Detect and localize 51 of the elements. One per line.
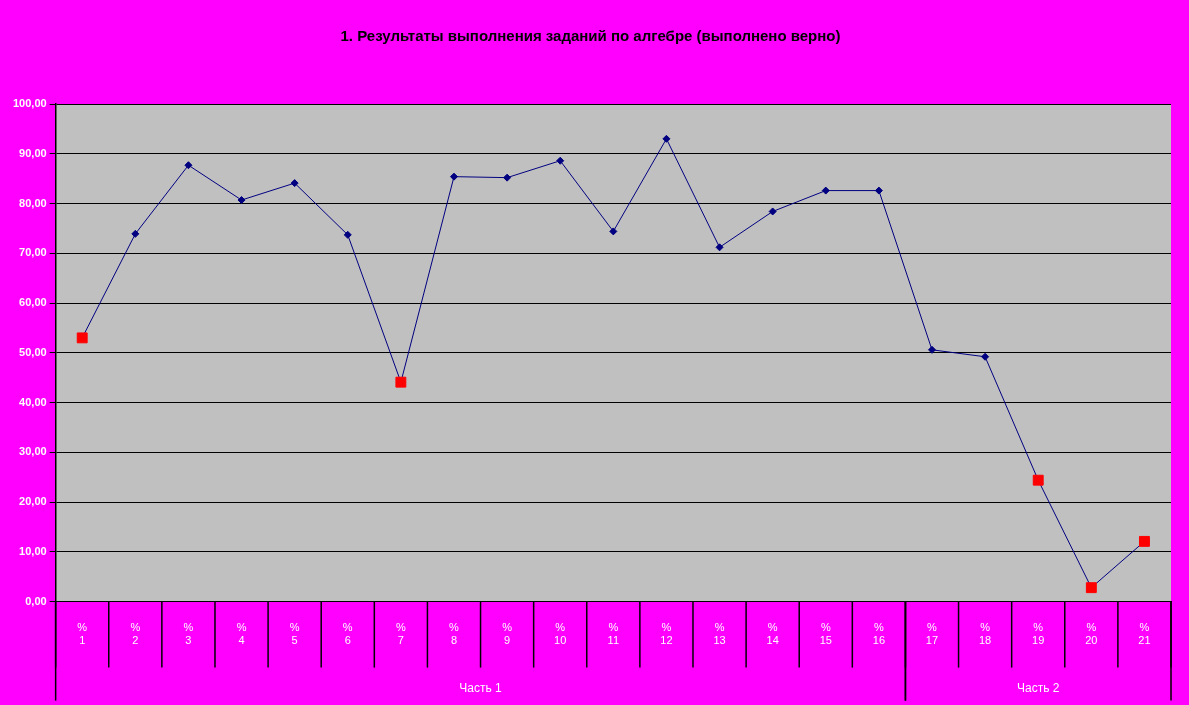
point bbox=[821, 186, 830, 195]
y-tick-label: 30,00 bbox=[19, 445, 47, 458]
text: Часть 1 bbox=[459, 680, 503, 695]
point bbox=[874, 186, 883, 195]
x-tick-label: % 15 bbox=[819, 621, 832, 647]
x-tick-label: % 11 bbox=[607, 621, 620, 647]
point bbox=[928, 345, 936, 354]
chart-title: 1. Результаты выполнения заданий по алгебре (выполнено верно) bbox=[340, 27, 841, 45]
y-tick-label: 50,00 bbox=[19, 345, 47, 358]
x-tick-label: % 2 bbox=[130, 621, 141, 647]
x-tick-label: % 21 bbox=[1138, 621, 1151, 647]
x-tick-label: % 16 bbox=[872, 621, 886, 647]
x-tick-label: % 8 bbox=[449, 621, 460, 647]
y-tick-label: 40,00 bbox=[19, 395, 47, 408]
point bbox=[449, 172, 458, 181]
point bbox=[981, 352, 990, 361]
y-tick-label: 20,00 bbox=[19, 495, 47, 508]
y-tick-label: 70,00 bbox=[19, 246, 47, 259]
x-tick-label: % 7 bbox=[395, 621, 406, 647]
y-tick-label: 90,00 bbox=[19, 146, 47, 159]
point bbox=[715, 243, 724, 252]
x-tick-label: % 5 bbox=[289, 621, 300, 647]
point bbox=[609, 227, 618, 236]
text: Часть 2 bbox=[1017, 680, 1060, 695]
x-tick-label: % 18 bbox=[978, 621, 992, 647]
point bbox=[343, 230, 352, 239]
y-tick-label: 10,00 bbox=[19, 544, 47, 557]
x-tick-label: % 13 bbox=[713, 621, 726, 647]
point bbox=[662, 134, 671, 143]
x-tick-label: % 4 bbox=[236, 621, 247, 647]
x-tick-label: % 19 bbox=[1032, 621, 1045, 647]
y-tick-label: 80,00 bbox=[19, 196, 47, 209]
y-tick-label: 60,00 bbox=[19, 296, 47, 309]
point bbox=[556, 156, 565, 165]
point bbox=[503, 173, 512, 182]
point bbox=[768, 207, 777, 216]
x-tick-label: % 20 bbox=[1085, 621, 1098, 647]
x-tick-label: % 14 bbox=[766, 621, 779, 647]
x-tick-label: % 12 bbox=[660, 621, 673, 647]
x-tick-label: % 9 bbox=[502, 621, 513, 647]
point bbox=[237, 196, 246, 205]
point bbox=[131, 229, 140, 238]
y-tick-label: 100,00 bbox=[12, 97, 47, 110]
x-tick-label: % 10 bbox=[554, 621, 567, 647]
point bbox=[184, 161, 193, 170]
point bbox=[290, 179, 299, 188]
x-tick-label: % 6 bbox=[342, 621, 353, 647]
x-tick-label: % 17 bbox=[925, 621, 939, 647]
x-tick-label: % 3 bbox=[183, 621, 194, 647]
y-tick-label: 0,00 bbox=[25, 594, 47, 607]
x-tick-label: % 1 bbox=[77, 621, 88, 647]
